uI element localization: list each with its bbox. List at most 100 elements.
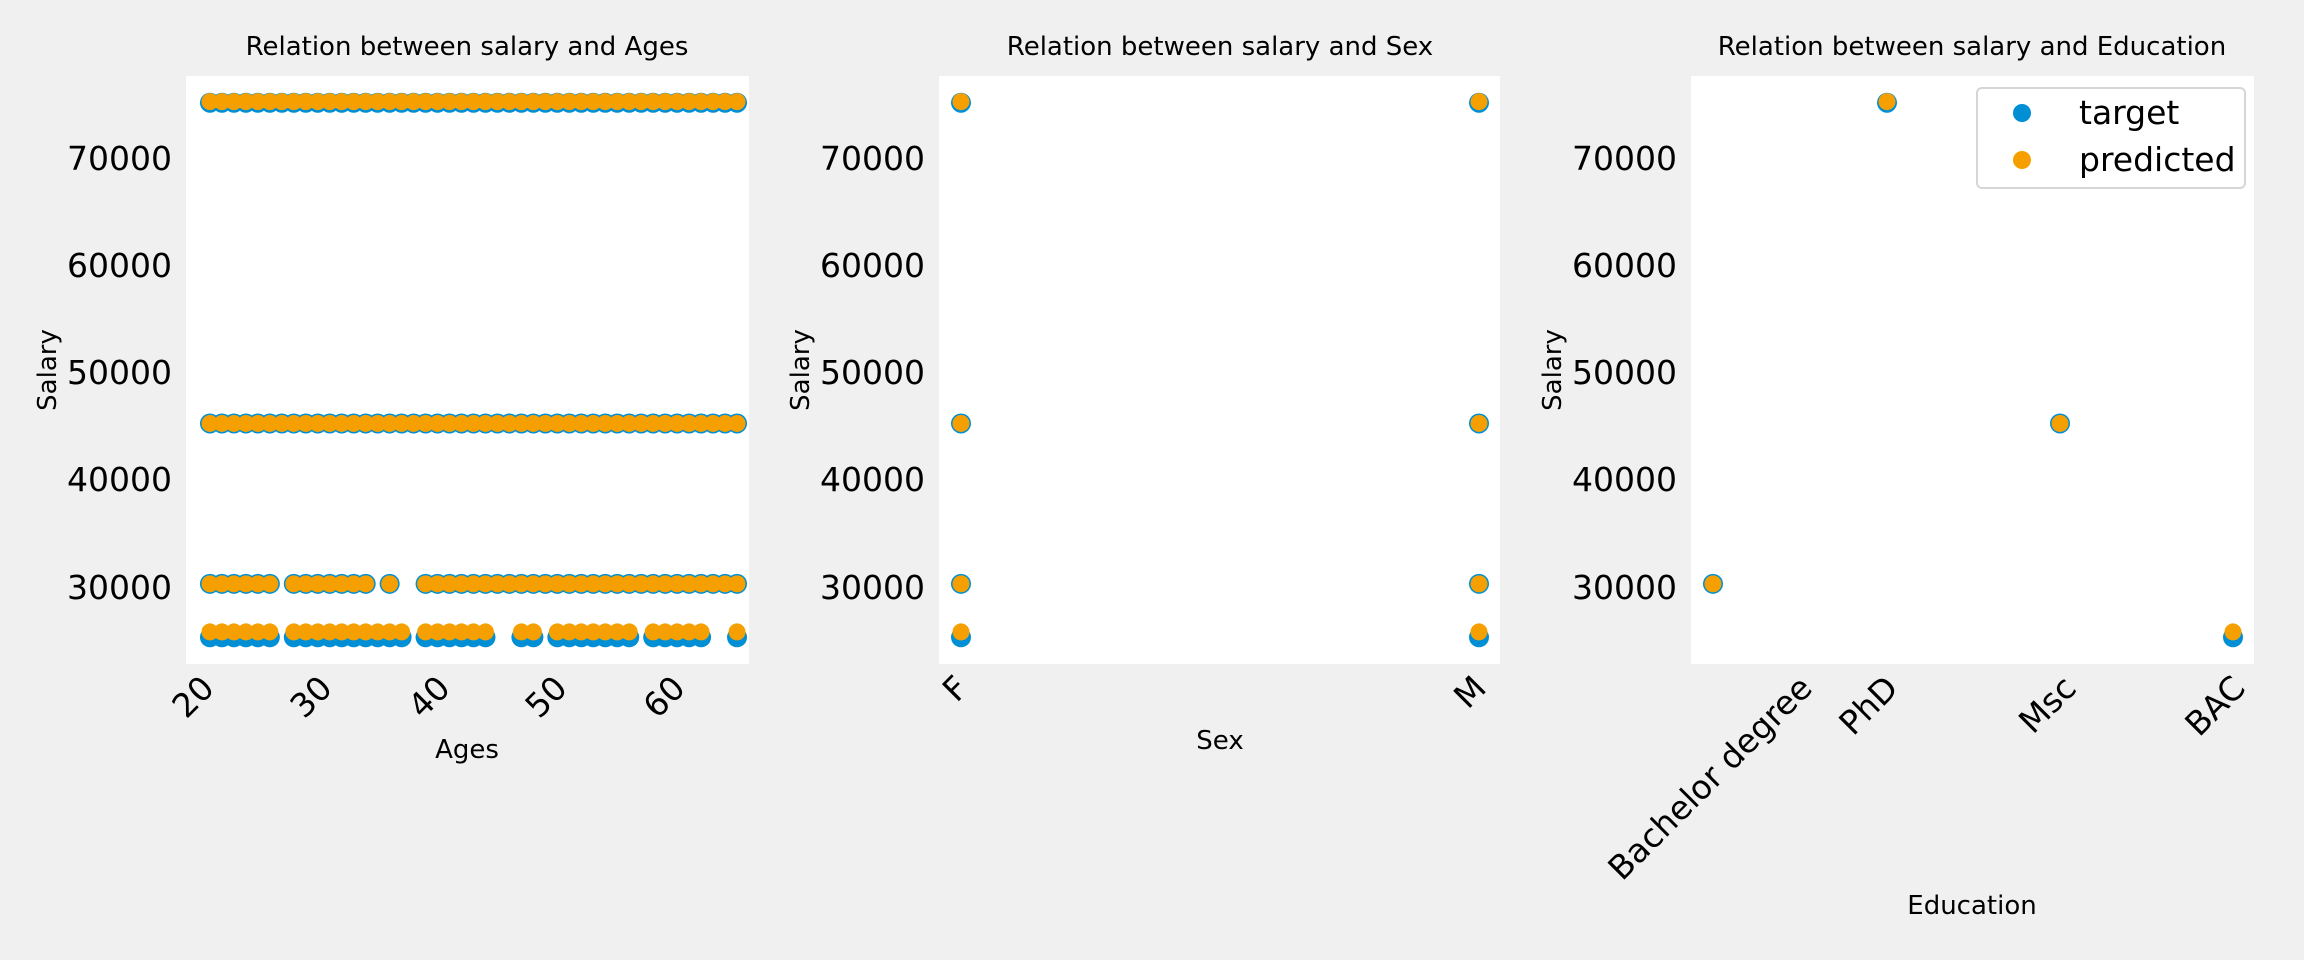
- scatter-point-predicted: [644, 93, 662, 111]
- scatter-point-predicted: [357, 93, 375, 111]
- scatter-point-predicted: [237, 623, 255, 641]
- scatter-point-predicted: [572, 575, 590, 593]
- scatter-point-predicted: [333, 414, 351, 432]
- scatter-point-predicted: [213, 623, 231, 641]
- x-axis-label-sex: Sex: [1196, 726, 1243, 756]
- scatter-point-predicted: [357, 575, 375, 593]
- scatter-point-predicted: [1878, 93, 1896, 111]
- scatter-point-predicted: [620, 93, 638, 111]
- chart-title-ages: Relation between salary and Ages: [246, 32, 689, 62]
- scatter-point-predicted: [309, 575, 327, 593]
- scatter-point-predicted: [680, 575, 698, 593]
- y-axis-label-ages: Salary: [33, 329, 63, 411]
- scatter-point-predicted: [536, 93, 554, 111]
- scatter-point-predicted: [333, 575, 351, 593]
- y-tick-label: 40000: [67, 460, 172, 499]
- scatter-point-predicted: [560, 93, 578, 111]
- scatter-point-predicted: [261, 93, 279, 111]
- scatter-point-predicted: [225, 623, 243, 641]
- scatter-point-predicted: [608, 623, 626, 641]
- scatter-point-predicted: [632, 575, 650, 593]
- scatter-point-predicted: [261, 623, 279, 641]
- scatter-point-predicted: [524, 623, 542, 641]
- plot-area-ages: [186, 76, 749, 664]
- scatter-point-predicted: [237, 93, 255, 111]
- scatter-point-predicted: [620, 575, 638, 593]
- scatter-point-predicted: [381, 575, 399, 593]
- scatter-point-predicted: [476, 93, 494, 111]
- y-tick-label: 70000: [67, 139, 172, 178]
- scatter-point-predicted: [524, 414, 542, 432]
- scatter-point-predicted: [285, 623, 303, 641]
- scatter-point-predicted: [668, 575, 686, 593]
- scatter-point-predicted: [680, 414, 698, 432]
- scatter-point-predicted: [321, 575, 339, 593]
- scatter-point-predicted: [952, 93, 970, 111]
- scatter-point-predicted: [201, 93, 219, 111]
- legend-marker-target: [2013, 104, 2031, 122]
- scatter-point-predicted: [249, 575, 267, 593]
- scatter-point-predicted: [273, 93, 291, 111]
- scatter-point-predicted: [464, 575, 482, 593]
- scatter-point-predicted: [237, 414, 255, 432]
- scatter-point-predicted: [369, 623, 387, 641]
- scatter-point-predicted: [249, 623, 267, 641]
- y-ticks-ages: 30000 40000 50000 60000 70000: [67, 139, 172, 607]
- y-tick-label: 60000: [820, 246, 925, 285]
- scatter-point-predicted: [476, 414, 494, 432]
- scatter-point-predicted: [417, 414, 435, 432]
- scatter-point-predicted: [524, 93, 542, 111]
- scatter-point-predicted: [1470, 623, 1488, 641]
- scatter-point-predicted: [1470, 575, 1488, 593]
- scatter-point-predicted: [441, 575, 459, 593]
- scatter-point-predicted: [488, 93, 506, 111]
- scatter-point-predicted: [632, 93, 650, 111]
- scatter-point-predicted: [728, 623, 746, 641]
- scatter-point-predicted: [417, 575, 435, 593]
- scatter-point-predicted: [249, 93, 267, 111]
- scatter-point-predicted: [536, 414, 554, 432]
- scatter-point-predicted: [321, 414, 339, 432]
- scatter-point-predicted: [476, 623, 494, 641]
- scatter-point-predicted: [716, 575, 734, 593]
- scatter-point-predicted: [704, 93, 722, 111]
- chart-title-education: Relation between salary and Education: [1718, 32, 2226, 62]
- scatter-point-predicted: [285, 93, 303, 111]
- scatter-point-predicted: [656, 623, 674, 641]
- scatter-point-predicted: [453, 414, 471, 432]
- scatter-point-predicted: [2051, 414, 2069, 432]
- scatter-point-predicted: [656, 93, 674, 111]
- scatter-point-predicted: [572, 93, 590, 111]
- scatter-point-predicted: [381, 623, 399, 641]
- y-tick-label: 50000: [820, 353, 925, 392]
- scatter-point-predicted: [952, 575, 970, 593]
- scatter-point-predicted: [692, 575, 710, 593]
- scatter-point-predicted: [357, 623, 375, 641]
- scatter-point-predicted: [273, 414, 291, 432]
- scatter-point-predicted: [692, 93, 710, 111]
- scatter-point-predicted: [476, 575, 494, 593]
- scatter-point-predicted: [321, 93, 339, 111]
- scatter-point-predicted: [536, 575, 554, 593]
- scatter-point-predicted: [261, 414, 279, 432]
- y-tick-label: 50000: [1572, 353, 1677, 392]
- scatter-point-predicted: [584, 623, 602, 641]
- scatter-point-predicted: [333, 623, 351, 641]
- scatter-point-predicted: [644, 414, 662, 432]
- scatter-point-predicted: [620, 623, 638, 641]
- scatter-point-predicted: [716, 93, 734, 111]
- scatter-point-predicted: [596, 623, 614, 641]
- scatter-point-predicted: [453, 623, 471, 641]
- scatter-point-predicted: [345, 575, 363, 593]
- scatter-point-predicted: [548, 623, 566, 641]
- scatter-point-predicted: [429, 414, 447, 432]
- scatter-point-predicted: [952, 623, 970, 641]
- scatter-point-predicted: [704, 575, 722, 593]
- scatter-point-predicted: [393, 93, 411, 111]
- scatter-point-predicted: [1470, 93, 1488, 111]
- scatter-point-predicted: [548, 414, 566, 432]
- y-ticks-education: 30000 40000 50000 60000 70000: [1572, 139, 1677, 607]
- scatter-point-predicted: [393, 623, 411, 641]
- scatter-point-predicted: [1704, 575, 1722, 593]
